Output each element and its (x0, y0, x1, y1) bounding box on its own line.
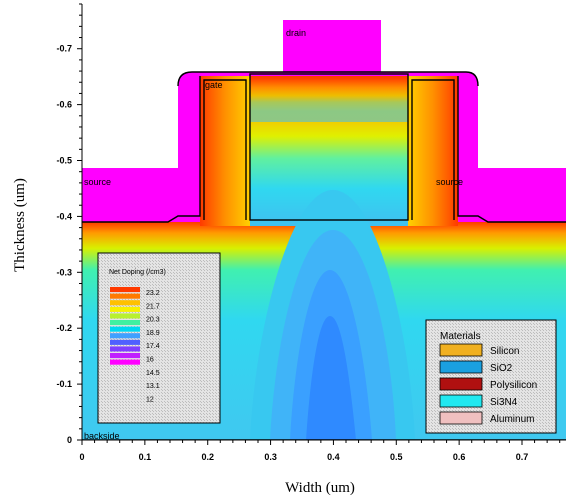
drain-label: drain (286, 28, 306, 38)
material-label: Silicon (490, 346, 519, 357)
x-tick-label: 0.6 (453, 452, 466, 462)
x-tick-label: 0.3 (264, 452, 277, 462)
material-label: SiO2 (490, 363, 513, 374)
material-swatch (439, 343, 483, 357)
x-tick-label: 0.2 (201, 452, 214, 462)
doping-swatch (110, 333, 140, 339)
doping-swatch (110, 339, 140, 345)
doping-swatch (110, 287, 140, 293)
materials-legend-title: Materials (440, 331, 481, 342)
material-label: Si3N4 (490, 397, 518, 408)
doping-swatch (110, 320, 140, 326)
doping-value-label: 12 (146, 396, 154, 403)
materials-legend: Materials Silicon SiO2 Polysilicon Si3N4 Alu… (425, 319, 557, 434)
y-axis-label: Thickness (um) (12, 178, 28, 272)
x-tick-label: 0.5 (390, 452, 403, 462)
doping-value-label: 20.3 (146, 317, 160, 324)
x-tick-label: 0.1 (139, 452, 152, 462)
doping-value-label: 23.2 (146, 290, 160, 297)
y-tick-label: -0.3 (56, 267, 72, 277)
x-tick-label: 0 (79, 452, 84, 462)
doping-swatch (110, 293, 140, 299)
y-tick-label: -0.2 (56, 323, 72, 333)
doping-legend-title: Net Doping (/cm3) (109, 269, 166, 276)
material-label: Polysilicon (490, 380, 537, 391)
y-tick-label: -0.6 (56, 100, 72, 110)
material-swatch (439, 360, 483, 374)
material-swatch (439, 377, 483, 391)
doping-swatch (110, 326, 140, 332)
x-axis-label: Width (um) (285, 480, 355, 496)
doping-swatch (110, 306, 140, 312)
y-tick-label: 0 (67, 435, 72, 445)
source-left-label: source (84, 177, 111, 187)
material-label: Aluminum (490, 414, 534, 425)
doping-swatch (110, 353, 140, 359)
doping-value-label: 21.7 (146, 303, 160, 310)
y-tick-label: -0.4 (56, 211, 72, 221)
backside-label: backside (84, 431, 120, 441)
y-tick-label: -0.1 (56, 379, 72, 389)
axes: 0 0.1 0.2 0.3 0.4 0.5 0.6 0.7 0 -0.1 -0.2 -0.3 -0.4… (12, 3, 566, 496)
doping-value-label: 16 (146, 357, 154, 364)
doping-value-label: 14.5 (146, 370, 160, 377)
doping-swatch (110, 313, 140, 319)
doping-value-label: 18.9 (146, 330, 160, 337)
doping-value-label: 17.4 (146, 343, 160, 350)
y-tick-label: -0.7 (56, 44, 72, 54)
gate-label: gate (205, 80, 223, 90)
doping-swatch (110, 346, 140, 352)
doping-value-label: 13.1 (146, 383, 160, 390)
doping-swatch (110, 300, 140, 306)
x-tick-label: 0.7 (516, 452, 529, 462)
material-swatch (439, 394, 483, 408)
doping-legend: Net Doping (/cm3) 23.2 21.7 20.3 18.9 17.4 16… (97, 252, 221, 424)
material-swatch (439, 411, 483, 425)
doping-swatch (110, 359, 140, 365)
y-tick-label: -0.5 (56, 156, 72, 166)
x-tick-label: 0.4 (327, 452, 340, 462)
source-right-label: source (436, 177, 463, 187)
doping-contour-map (82, 20, 566, 440)
